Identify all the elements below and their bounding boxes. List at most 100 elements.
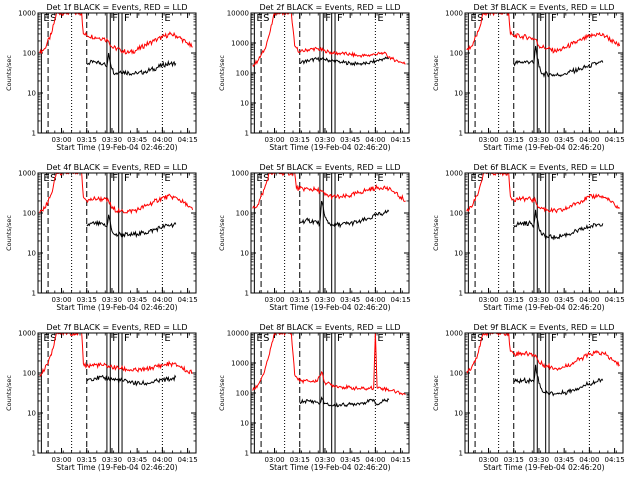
chart-title: Det 4f BLACK = Events, RED = LLD — [46, 163, 187, 172]
y-tick-label: 10 — [27, 250, 36, 258]
x-tick-label: 03:45 — [127, 296, 147, 304]
marker-label: S — [50, 333, 56, 344]
y-tick-label: 10000 — [227, 10, 249, 18]
x-tick-label: 03:15 — [77, 296, 97, 304]
y-tick-label: 10 — [454, 90, 463, 98]
x-tick-label: 03:00 — [478, 136, 498, 144]
x-axis-label: Start Time (19-Feb-04 02:46:20) — [269, 143, 390, 152]
y-tick-label: 1000 — [231, 360, 249, 368]
marker-label: E — [377, 13, 383, 24]
series-events-line — [299, 56, 390, 67]
x-tick-label: 03:30 — [529, 136, 549, 144]
y-axis-label: Counts/sec — [5, 375, 13, 411]
plot-frame — [464, 12, 624, 134]
x-axis-label: Start Time (19-Feb-04 02:46:20) — [483, 463, 604, 472]
series-lld-line — [252, 173, 406, 209]
y-tick-label: 1000 — [445, 330, 463, 338]
y-tick-label: 1 — [459, 450, 463, 458]
chart-panel: Det 8f BLACK = Events, RED = LLD Counts/s… — [218, 323, 411, 472]
marker-label: F — [124, 13, 130, 24]
chart-title: Det 1f BLACK = Events, RED = LLD — [46, 3, 187, 12]
x-tick-label: 04:00 — [365, 456, 385, 464]
chart-panel: Det 6f BLACK = Events, RED = LLD Counts/s… — [432, 163, 625, 312]
x-axis-label: Start Time (19-Feb-04 02:46:20) — [56, 303, 177, 312]
x-tick-label: 03:30 — [315, 456, 335, 464]
chart-panel: Det 5f BLACK = Events, RED = LLD Counts/s… — [218, 163, 411, 312]
marker-label: F — [124, 173, 130, 184]
marker-label: F — [112, 333, 118, 344]
x-tick-label: 03:00 — [51, 296, 71, 304]
x-tick-label: 03:45 — [127, 456, 147, 464]
marker-label: F — [539, 13, 545, 24]
series-events-line — [513, 45, 604, 79]
series-events-line — [513, 364, 604, 397]
marker-label: F — [337, 173, 343, 184]
series-events-line — [86, 374, 177, 387]
series-lld-line — [252, 13, 406, 68]
y-tick-label: 1 — [245, 130, 249, 138]
y-tick-label: 100 — [236, 390, 249, 398]
y-tick-label: 100 — [23, 370, 36, 378]
x-tick-label: 04:00 — [152, 456, 172, 464]
y-tick-label: 1000 — [445, 10, 463, 18]
y-tick-label: 10 — [27, 410, 36, 418]
x-tick-label: 04:00 — [579, 456, 599, 464]
chart-title: Det 7f BLACK = Events, RED = LLD — [46, 323, 187, 332]
x-tick-label: 03:45 — [554, 136, 574, 144]
chart-title: Det 5f BLACK = Events, RED = LLD — [259, 163, 400, 172]
x-tick-label: 04:15 — [178, 456, 198, 464]
marker-label: E — [43, 13, 49, 24]
x-tick-label: 03:30 — [102, 136, 122, 144]
series-lld-line — [39, 13, 193, 55]
y-tick-label: 100 — [450, 370, 463, 378]
y-tick-label: 100 — [23, 50, 36, 58]
chart-title: Det 3f BLACK = Events, RED = LLD — [473, 3, 614, 12]
y-tick-label: 1000 — [445, 170, 463, 178]
x-tick-label: 03:00 — [264, 296, 284, 304]
x-tick-label: 03:15 — [77, 136, 97, 144]
x-axis-label: Start Time (19-Feb-04 02:46:20) — [483, 303, 604, 312]
plot-frame — [250, 332, 410, 454]
chart-panel: Det 1f BLACK = Events, RED = LLD Counts/s… — [5, 3, 198, 152]
x-axis-label: Start Time (19-Feb-04 02:46:20) — [56, 463, 177, 472]
marker-label: F — [112, 13, 118, 24]
x-tick-label: 03:30 — [102, 456, 122, 464]
chart-panel: Det 9f BLACK = Events, RED = LLD Counts/s… — [432, 323, 625, 472]
series-lld-line — [39, 173, 194, 215]
y-axis-label: Counts/sec — [432, 55, 440, 91]
plot-frame — [250, 12, 410, 134]
y-axis-label: Counts/sec — [218, 215, 226, 251]
series-events-line — [299, 396, 390, 408]
y-tick-label: 10 — [240, 250, 249, 258]
x-tick-label: 03:30 — [102, 296, 122, 304]
marker-label: S — [50, 13, 56, 24]
marker-label: E — [256, 173, 262, 184]
x-tick-label: 03:45 — [340, 456, 360, 464]
chart-panel: Det 4f BLACK = Events, RED = LLD Counts/s… — [5, 163, 198, 312]
x-axis-label: Start Time (19-Feb-04 02:46:20) — [269, 303, 390, 312]
x-tick-label: 04:00 — [152, 136, 172, 144]
y-tick-label: 1 — [245, 290, 249, 298]
y-axis-label: Counts/sec — [432, 215, 440, 251]
marker-label: F — [337, 333, 343, 344]
x-tick-label: 03:45 — [127, 136, 147, 144]
marker-label: E — [256, 13, 262, 24]
series-lld-line — [39, 333, 193, 377]
x-tick-label: 03:30 — [315, 136, 335, 144]
y-tick-label: 10 — [454, 410, 463, 418]
y-tick-label: 100 — [450, 50, 463, 58]
chart-title: Det 6f BLACK = Events, RED = LLD — [473, 163, 614, 172]
x-tick-label: 04:15 — [605, 296, 625, 304]
y-tick-label: 100 — [236, 70, 249, 78]
y-tick-label: 100 — [236, 210, 249, 218]
y-tick-label: 1000 — [231, 170, 249, 178]
x-tick-label: 04:15 — [605, 136, 625, 144]
plot-frame — [37, 172, 197, 294]
y-tick-label: 1 — [32, 290, 36, 298]
x-tick-label: 03:15 — [77, 456, 97, 464]
x-tick-label: 03:15 — [504, 456, 524, 464]
marker-label: E — [43, 333, 49, 344]
x-tick-label: 03:45 — [340, 296, 360, 304]
marker-label: E — [164, 333, 170, 344]
